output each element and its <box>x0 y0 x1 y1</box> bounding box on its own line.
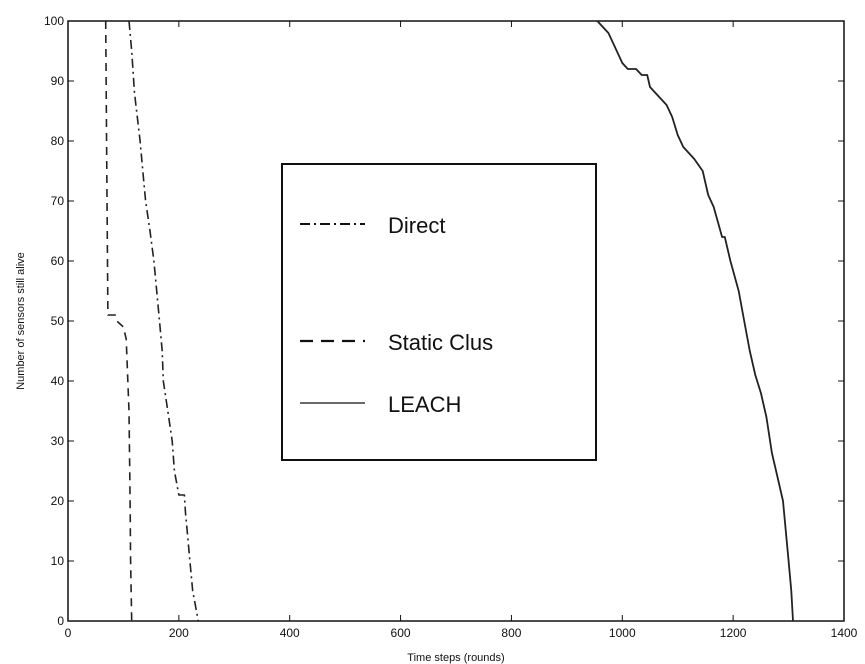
y-tick-label: 10 <box>51 554 65 568</box>
legend-label-static-clus: Static Clus <box>388 330 493 355</box>
x-tick-label: 200 <box>169 626 189 640</box>
x-tick-label: 1200 <box>720 626 747 640</box>
x-tick-label: 400 <box>280 626 300 640</box>
series-line-direct <box>128 20 200 622</box>
legend: Direct Static Clus LEACH <box>281 163 597 461</box>
y-tick-label: 90 <box>51 74 65 88</box>
y-tick-label: 80 <box>51 134 65 148</box>
x-tick-label: 800 <box>501 626 521 640</box>
y-tick-label: 60 <box>51 254 65 268</box>
legend-box <box>281 163 597 461</box>
x-tick-label: 600 <box>391 626 411 640</box>
series-line-leach <box>596 20 794 622</box>
y-tick-label: 100 <box>44 14 64 28</box>
legend-label-leach: LEACH <box>388 392 461 417</box>
x-tick-label: 0 <box>65 626 72 640</box>
y-tick-label: 30 <box>51 434 65 448</box>
y-tick-label: 40 <box>51 374 65 388</box>
x-axis-label: Time steps (rounds) <box>407 652 504 664</box>
series-line-static-clus <box>104 20 133 622</box>
axis-ticks: 0 200 400 600 800 1000 1200 1400 0 10 20 30 40 50 60 70… <box>44 14 858 640</box>
legend-label-direct: Direct <box>388 213 445 238</box>
y-tick-label: 50 <box>51 314 65 328</box>
x-tick-label: 1400 <box>831 626 858 640</box>
y-tick-label: 70 <box>51 194 65 208</box>
y-axis-label: Number of sensors still alive <box>15 252 27 390</box>
x-tick-label: 1000 <box>609 626 636 640</box>
series-layer <box>104 20 794 622</box>
y-tick-label: 20 <box>51 494 65 508</box>
y-tick-label: 0 <box>57 614 64 628</box>
